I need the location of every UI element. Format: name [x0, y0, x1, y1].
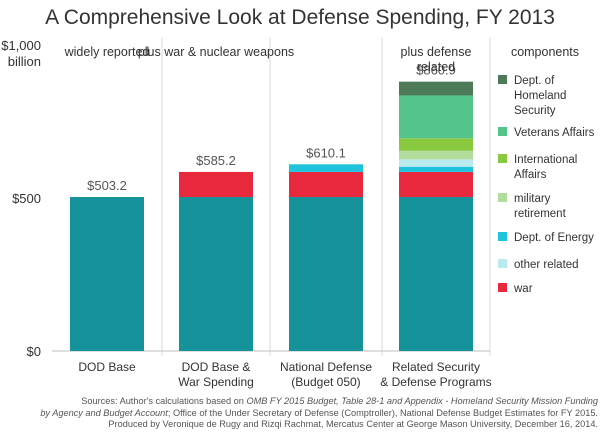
sources-line-2: by Agency and Budget Account; Office of …: [2, 408, 598, 420]
legend-item-label: retirement: [514, 208, 567, 220]
legend-swatch-military-retirement: [498, 193, 507, 202]
sources-citation-1: OMB FY 2015 Budget, Table 28-1 and Appen…: [246, 396, 598, 406]
bar-segment-dod-base: [70, 197, 144, 351]
bar-total-label: $585.2: [196, 153, 236, 168]
bar-segment-dept-of-homeland-security: [399, 81, 473, 96]
panel-header-label: related: [417, 60, 455, 74]
bar-segment-dod-base: [289, 197, 363, 351]
sources-line-3: Produced by Veronique de Rugy and Rizqi …: [108, 419, 598, 429]
category-label: National Defense: [280, 360, 372, 374]
legend-swatch-dept-of-energy: [498, 232, 507, 241]
legend-item-label: Veterans Affairs: [514, 127, 595, 139]
panel-header-label: plus war & nuclear weapons: [138, 45, 294, 59]
category-label: (Budget 050): [291, 375, 360, 389]
bar-segment-war: [289, 171, 363, 198]
chart-title: A Comprehensive Look at Defense Spending…: [45, 6, 555, 29]
bar-segment-dept-of-energy: [399, 166, 473, 172]
sources-line-1: Sources: Author's calculations based on …: [2, 396, 598, 408]
category-label: & Defense Programs: [380, 375, 491, 389]
legend-item-label: war: [513, 283, 533, 295]
bar-segment-war: [179, 171, 253, 198]
legend-swatch-war: [498, 283, 507, 292]
legend-item-label: International: [514, 154, 577, 166]
legend-item-label: Affairs: [514, 169, 547, 181]
bar-segment-military-retirement: [399, 150, 473, 160]
bar-segment-veterans-affairs: [399, 95, 473, 139]
legend-item-label: military: [514, 193, 551, 205]
panel-header-label: plus defense: [401, 45, 472, 59]
bar-segment-dod-base: [179, 197, 253, 351]
legend-swatch-dept-of-homeland-security: [498, 75, 507, 84]
legend-item-label: Dept. of: [514, 75, 555, 87]
y-tick-label: $500: [12, 191, 41, 206]
bar-segment-international-affairs: [399, 138, 473, 151]
category-label: War Spending: [178, 375, 254, 389]
sources-citation-2: by Agency and Budget Account: [40, 407, 168, 418]
legend-item-label: other related: [514, 259, 579, 271]
bar-segment-dept-of-energy: [289, 164, 363, 172]
legend-title: components: [511, 45, 579, 59]
legend-swatch-veterans-affairs: [498, 127, 507, 136]
category-label: DOD Base &: [182, 360, 251, 374]
sources-citation-3: ; Office of the Under Secretary of Defen…: [167, 407, 598, 418]
bar-total-label: $503.2: [87, 178, 127, 193]
y-tick-label: $1,000: [1, 38, 41, 53]
bar-total-label: $610.1: [306, 145, 346, 160]
sources-note: Sources: Author's calculations based on …: [2, 396, 598, 431]
bar-total-label: $860.9: [416, 63, 456, 78]
legend-swatch-international-affairs: [498, 154, 507, 163]
legend-swatch-other-related: [498, 259, 507, 268]
category-label: Related Security: [392, 360, 480, 374]
bar-segment-dod-base: [399, 197, 473, 351]
legend-item-label: Homeland: [514, 90, 566, 102]
category-label: DOD Base: [78, 360, 136, 374]
bar-segment-other-related: [399, 159, 473, 167]
sources-prefix: Sources: Author's calculations based on: [81, 396, 247, 406]
y-tick-label: $0: [27, 344, 41, 359]
legend-item-label: Security: [514, 105, 556, 117]
bar-segment-war: [399, 171, 473, 198]
legend-item-label: Dept. of Energy: [514, 232, 594, 244]
y-axis-unit-label: billion: [8, 54, 41, 69]
panel-header-label: widely reported: [64, 45, 150, 59]
